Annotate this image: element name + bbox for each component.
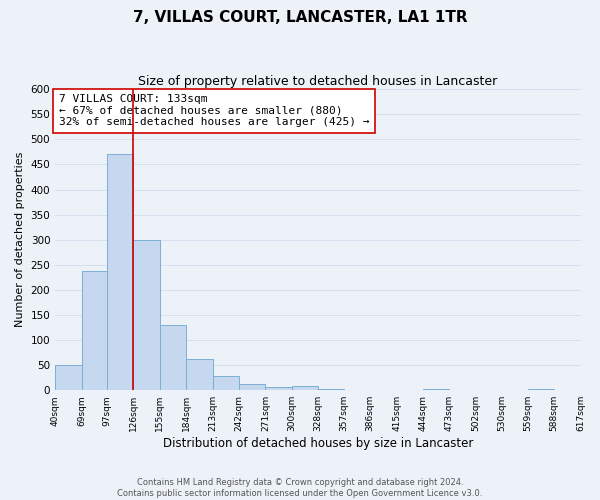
Text: Contains HM Land Registry data © Crown copyright and database right 2024.
Contai: Contains HM Land Registry data © Crown c…: [118, 478, 482, 498]
Bar: [82, 271, 108, 390]
Bar: [292, 386, 318, 390]
Title: Size of property relative to detached houses in Lancaster: Size of property relative to detached ho…: [138, 75, 497, 88]
X-axis label: Distribution of detached houses by size in Lancaster: Distribution of detached houses by size …: [163, 437, 473, 450]
Bar: [55, 365, 82, 390]
Text: 7, VILLAS COURT, LANCASTER, LA1 1TR: 7, VILLAS COURT, LANCASTER, LA1 1TR: [133, 10, 467, 25]
Y-axis label: Number of detached properties: Number of detached properties: [15, 152, 25, 328]
Bar: [107, 154, 133, 390]
Bar: [160, 325, 186, 390]
Bar: [527, 388, 554, 390]
Bar: [133, 240, 160, 390]
Bar: [212, 376, 239, 390]
Bar: [239, 384, 265, 390]
Bar: [265, 386, 292, 390]
Bar: [186, 359, 212, 390]
Text: 7 VILLAS COURT: 133sqm
← 67% of detached houses are smaller (880)
32% of semi-de: 7 VILLAS COURT: 133sqm ← 67% of detached…: [59, 94, 370, 128]
Bar: [423, 388, 449, 390]
Bar: [317, 388, 344, 390]
